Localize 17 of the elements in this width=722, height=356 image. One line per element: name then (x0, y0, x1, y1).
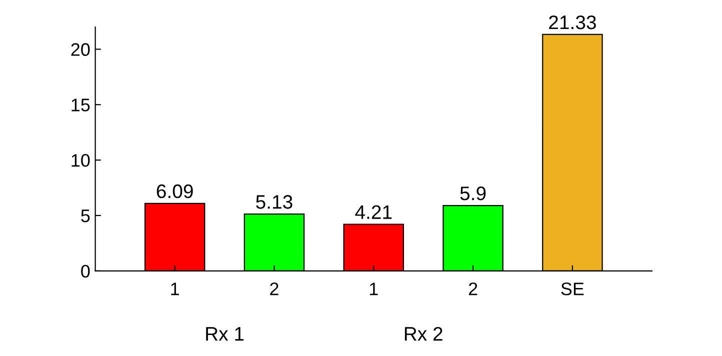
data-label: 21.33 (549, 15, 596, 30)
y-tick-label: 0 (81, 264, 90, 278)
y-tick-label: 20 (71, 43, 90, 56)
data-label: 5.13 (256, 195, 292, 209)
data-label: 4.21 (355, 205, 392, 219)
text: Rx 2 (404, 326, 442, 341)
x-tick-label: 1 (370, 282, 378, 296)
x-tick-label: 2 (468, 282, 478, 296)
data-label: 6.09 (156, 184, 193, 198)
y-tick-label: 15 (72, 98, 90, 112)
data-label: 5.9 (460, 186, 486, 200)
y-tick-label: 5 (81, 210, 90, 222)
y-tick-label: 10 (72, 154, 90, 167)
text: Rx 1 (206, 327, 244, 341)
x-tick-label: SE (561, 282, 584, 296)
x-tick-label: 2 (270, 282, 278, 296)
x-tick-label: 1 (171, 282, 179, 296)
